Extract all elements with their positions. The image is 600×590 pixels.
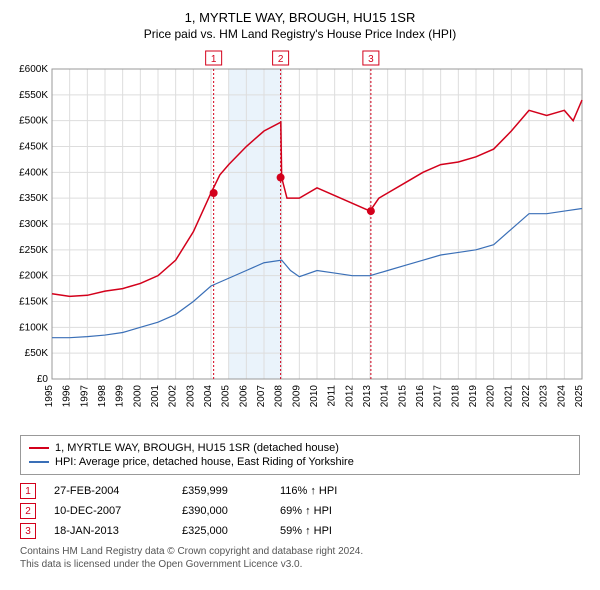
svg-text:2025: 2025 (574, 385, 585, 408)
svg-text:2003: 2003 (185, 385, 196, 408)
svg-text:£250K: £250K (19, 245, 48, 256)
svg-text:£550K: £550K (19, 90, 48, 101)
svg-text:£150K: £150K (19, 297, 48, 308)
legend-swatch (29, 447, 49, 449)
svg-text:3: 3 (368, 54, 374, 65)
legend-row: HPI: Average price, detached house, East… (29, 456, 571, 468)
svg-text:2010: 2010 (309, 385, 320, 408)
marker-row: 3 18-JAN-2013 £325,000 59% ↑ HPI (20, 523, 580, 539)
chart-title: 1, MYRTLE WAY, BROUGH, HU15 1SR (10, 10, 590, 25)
marker-badge: 1 (20, 483, 36, 499)
legend-label: HPI: Average price, detached house, East… (55, 456, 354, 468)
svg-text:2017: 2017 (433, 385, 444, 408)
svg-text:1997: 1997 (79, 385, 90, 408)
svg-text:1998: 1998 (97, 385, 108, 408)
marker-row: 1 27-FEB-2004 £359,999 116% ↑ HPI (20, 483, 580, 499)
marker-price: £359,999 (182, 485, 262, 497)
svg-text:2024: 2024 (556, 385, 567, 408)
svg-text:£350K: £350K (19, 193, 48, 204)
svg-text:£600K: £600K (19, 64, 48, 75)
legend-label: 1, MYRTLE WAY, BROUGH, HU15 1SR (detache… (55, 442, 339, 454)
svg-text:2004: 2004 (203, 385, 214, 408)
footer-line2: This data is licensed under the Open Gov… (20, 558, 580, 571)
svg-text:2015: 2015 (397, 385, 408, 408)
svg-text:2005: 2005 (221, 385, 232, 408)
marker-badge: 2 (20, 503, 36, 519)
svg-text:2023: 2023 (539, 385, 550, 408)
footer-line1: Contains HM Land Registry data © Crown c… (20, 545, 580, 558)
svg-text:2012: 2012 (344, 385, 355, 408)
legend: 1, MYRTLE WAY, BROUGH, HU15 1SR (detache… (20, 435, 580, 475)
svg-text:2020: 2020 (486, 385, 497, 408)
chart-svg: £0 £50K £100K £150K £200K £250K £300K £350K £400… (10, 49, 590, 429)
svg-text:£0: £0 (37, 374, 49, 385)
chart-plot: £0 £50K £100K £150K £200K £250K £300K £350K £400… (10, 49, 590, 429)
svg-text:2013: 2013 (362, 385, 373, 408)
svg-text:2009: 2009 (291, 385, 302, 408)
svg-text:1: 1 (211, 54, 217, 65)
marker-date: 10-DEC-2007 (54, 505, 164, 517)
marker-pct: 69% ↑ HPI (280, 505, 380, 517)
footer-attribution: Contains HM Land Registry data © Crown c… (20, 545, 580, 571)
svg-text:2007: 2007 (256, 385, 267, 408)
svg-text:2008: 2008 (274, 385, 285, 408)
svg-text:2014: 2014 (380, 385, 391, 408)
marker-pct: 116% ↑ HPI (280, 485, 380, 497)
marker-price: £390,000 (182, 505, 262, 517)
svg-text:2: 2 (278, 54, 284, 65)
legend-swatch (29, 461, 49, 463)
svg-text:£50K: £50K (25, 348, 49, 359)
marker-table: 1 27-FEB-2004 £359,999 116% ↑ HPI 2 10-DEC-20… (20, 483, 580, 539)
svg-text:2022: 2022 (521, 385, 532, 408)
svg-text:2021: 2021 (503, 385, 514, 408)
marker-price: £325,000 (182, 525, 262, 537)
chart-container: 1, MYRTLE WAY, BROUGH, HU15 1SR Price pa… (0, 0, 600, 581)
marker-date: 27-FEB-2004 (54, 485, 164, 497)
svg-text:£200K: £200K (19, 271, 48, 282)
marker-badge: 3 (20, 523, 36, 539)
svg-text:£100K: £100K (19, 322, 48, 333)
svg-text:£450K: £450K (19, 142, 48, 153)
svg-text:1995: 1995 (44, 385, 55, 408)
svg-text:2001: 2001 (150, 385, 161, 408)
svg-text:2011: 2011 (327, 385, 338, 407)
svg-text:£300K: £300K (19, 219, 48, 230)
svg-text:2006: 2006 (238, 385, 249, 408)
chart-subtitle: Price paid vs. HM Land Registry's House … (10, 27, 590, 41)
marker-date: 18-JAN-2013 (54, 525, 164, 537)
svg-text:2019: 2019 (468, 385, 479, 408)
svg-text:1999: 1999 (115, 385, 126, 408)
legend-row: 1, MYRTLE WAY, BROUGH, HU15 1SR (detache… (29, 442, 571, 454)
svg-text:£400K: £400K (19, 167, 48, 178)
svg-text:£500K: £500K (19, 116, 48, 127)
svg-text:2002: 2002 (168, 385, 179, 408)
marker-row: 2 10-DEC-2007 £390,000 69% ↑ HPI (20, 503, 580, 519)
svg-text:2018: 2018 (450, 385, 461, 408)
svg-text:1996: 1996 (62, 385, 73, 408)
marker-pct: 59% ↑ HPI (280, 525, 380, 537)
svg-text:2000: 2000 (132, 385, 143, 408)
svg-text:2016: 2016 (415, 385, 426, 408)
